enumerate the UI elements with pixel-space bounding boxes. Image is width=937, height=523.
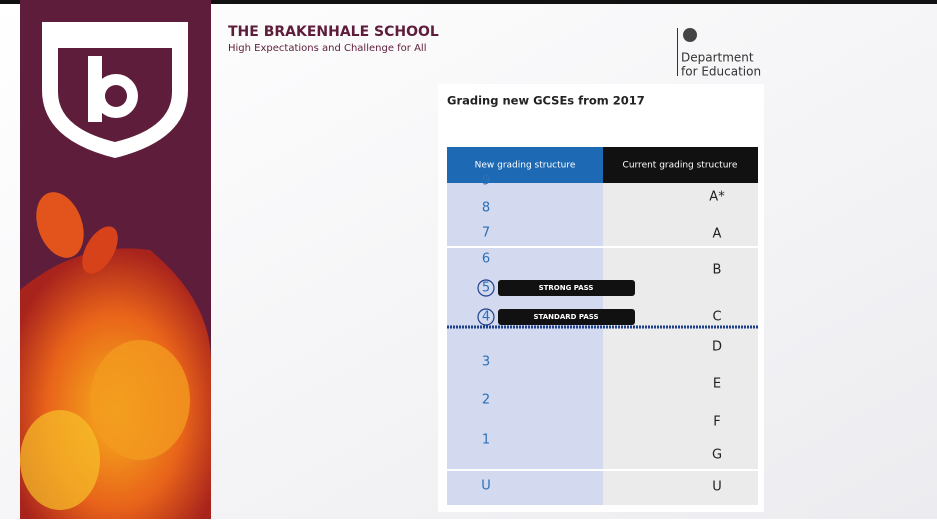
current-grade: C	[712, 310, 721, 325]
current-grade: A*	[709, 190, 725, 205]
pass-label: STRONG PASS	[539, 284, 594, 292]
new-grade: 2	[482, 393, 490, 408]
current-column	[603, 183, 758, 505]
column-header: Current grading structure	[623, 161, 738, 171]
new-grade: 1	[482, 433, 490, 448]
new-grade: 3	[482, 355, 490, 370]
current-grade: E	[713, 377, 721, 392]
new-grade: 8	[482, 201, 490, 216]
slide: THE BRAKENHALE SCHOOL High Expectations …	[0, 0, 937, 519]
current-grade: A	[713, 227, 722, 242]
current-grade: G	[712, 448, 722, 463]
dfe-line2: for Education	[681, 65, 761, 79]
new-grade: 5	[482, 281, 490, 296]
school-name: THE BRAKENHALE SCHOOL	[228, 24, 439, 40]
pass-label: STANDARD PASS	[533, 313, 598, 321]
new-grade: 6	[482, 252, 490, 267]
grading-title: Grading new GCSEs from 2017	[447, 94, 645, 108]
dfe-line1: Department	[681, 51, 754, 65]
current-grade: U	[712, 480, 722, 495]
new-grade: 7	[482, 226, 490, 241]
new-column	[447, 183, 603, 505]
new-grade: 9	[482, 174, 490, 189]
new-grade: U	[481, 479, 491, 494]
new-grade: 4	[482, 310, 490, 325]
column-header: New grading structure	[475, 161, 576, 171]
current-grade: F	[713, 415, 720, 430]
school-motto: High Expectations and Challenge for All	[228, 43, 426, 54]
current-grade: D	[712, 340, 722, 355]
current-grade: B	[713, 263, 722, 278]
